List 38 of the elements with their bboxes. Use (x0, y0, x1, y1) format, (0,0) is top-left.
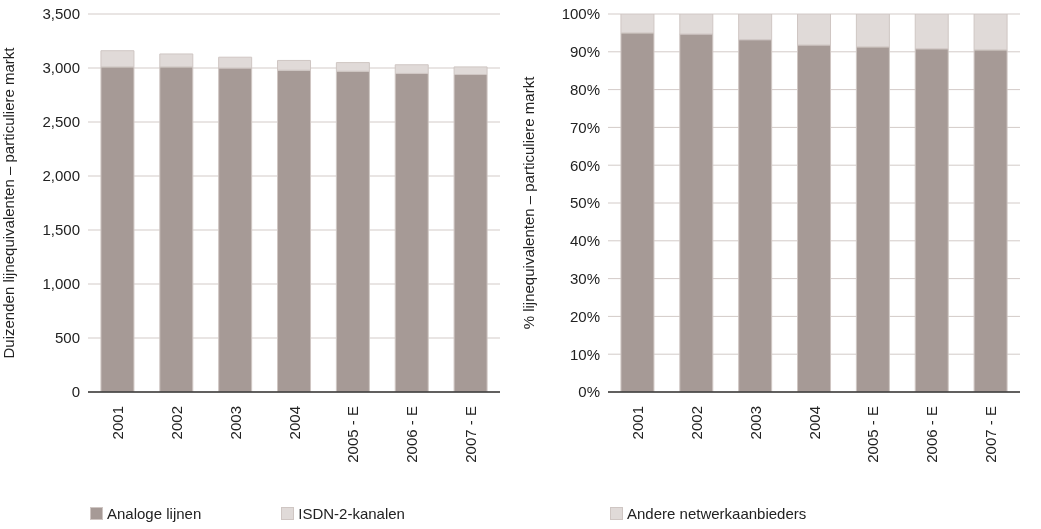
y-tick-label: 70% (569, 118, 600, 136)
legend-label: ISDN-2-kanalen (298, 505, 405, 522)
y-tick-label: 2,500 (42, 113, 80, 131)
y-tick-label: 2,000 (42, 167, 80, 185)
y-tick-label: 60% (569, 156, 600, 174)
legend-label: Analoge lijnen (107, 505, 202, 522)
x-tick-label: 2003 (226, 406, 244, 440)
x-tick-label: 2006 - E (923, 406, 941, 463)
x-tick-label: 2001 (108, 406, 126, 440)
x-tick-label: 2005 - E (864, 406, 882, 463)
y-tick-label: 90% (569, 43, 600, 61)
y-tick-label: 0 (71, 383, 80, 401)
y-tick-label: 1,000 (42, 275, 80, 293)
y-tick-label: 100% (561, 5, 600, 23)
y-axis-title: % lijnequivalenten – particuliere markt (520, 75, 538, 330)
x-tick-label: 2002 (687, 406, 705, 440)
y-tick-label: 30% (569, 269, 600, 287)
y-tick-label: 500 (54, 329, 80, 347)
x-tick-label: 2001 (628, 406, 646, 440)
x-tick-label: 2006 - E (403, 406, 421, 463)
y-tick-label: 40% (569, 232, 600, 250)
y-axis-title: Duizenden lijnequivalenten – particuliere markt (0, 46, 18, 359)
y-tick-label: 20% (569, 307, 600, 325)
x-tick-label: 2007 - E (462, 406, 480, 463)
y-tick-label: 3,000 (42, 59, 80, 77)
x-tick-label: 2007 - E (982, 406, 1000, 463)
x-tick-label: 2004 (805, 406, 823, 440)
y-tick-label: 50% (569, 194, 600, 212)
x-tick-label: 2004 (285, 406, 303, 440)
y-tick-label: 1,500 (42, 221, 80, 239)
x-tick-label: 2002 (167, 406, 185, 440)
x-tick-label: 2005 - E (344, 406, 362, 463)
y-tick-label: 3,500 (42, 5, 80, 23)
x-tick-label: 2003 (746, 406, 764, 440)
y-tick-label: 0% (578, 383, 600, 401)
y-tick-label: 10% (569, 345, 600, 363)
legend-label: Andere netwerkaanbieders (627, 505, 807, 522)
y-tick-label: 80% (569, 80, 600, 98)
